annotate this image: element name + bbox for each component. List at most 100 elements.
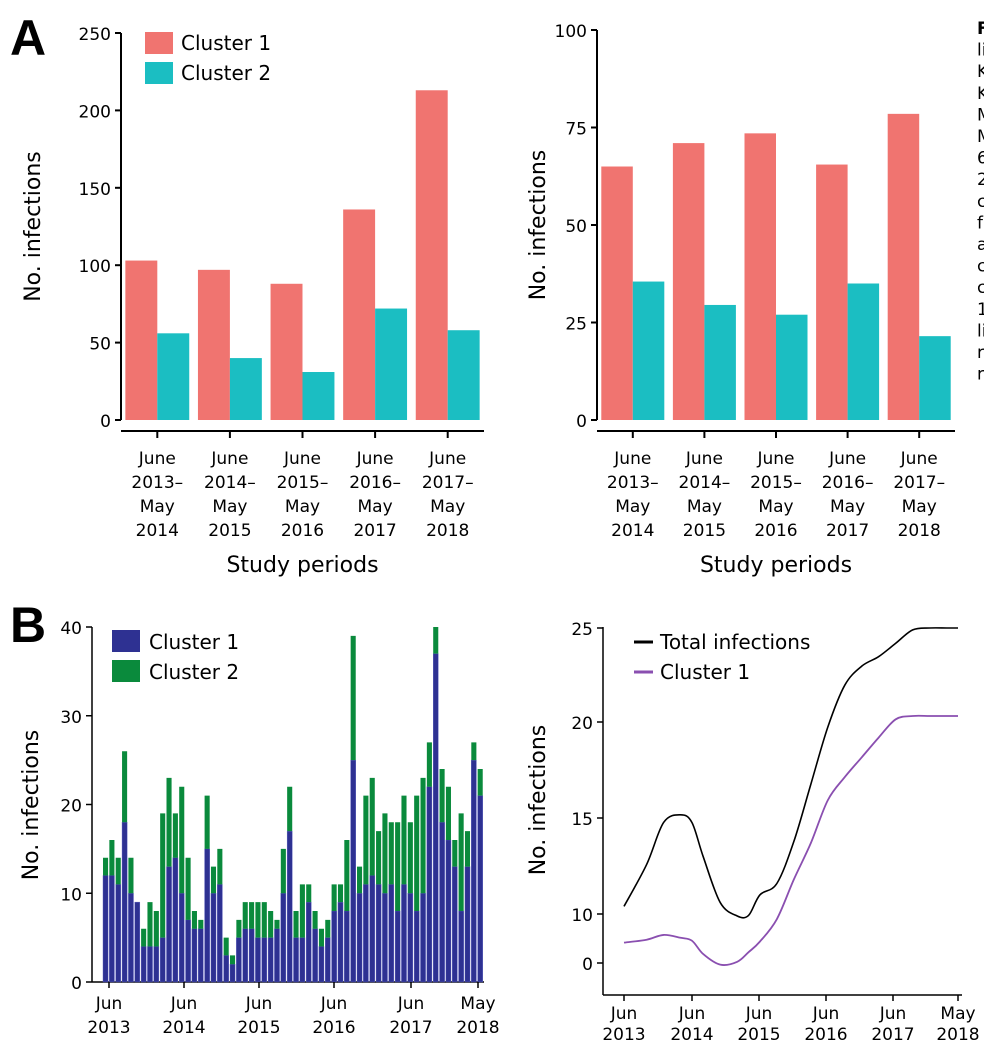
x-tick-label: May — [140, 497, 175, 517]
bar-cluster1 — [191, 928, 198, 983]
bar-cluster1 — [477, 795, 483, 983]
caption-text: F — [977, 19, 984, 39]
line-total-infections — [623, 627, 958, 919]
bar-cluster2 — [458, 813, 464, 911]
bar-cluster1 — [198, 928, 204, 983]
bar-cluster2 — [249, 902, 255, 929]
legend-label: Cluster 2 — [149, 660, 239, 684]
bar-cluster2 — [157, 333, 190, 420]
bar-cluster1 — [887, 113, 920, 420]
bar-cluster1 — [331, 910, 337, 983]
y-axis-title: No. infections — [526, 725, 551, 876]
caption-text: c — [977, 192, 984, 212]
bar-cluster1 — [394, 910, 401, 983]
bar-cluster1 — [601, 166, 633, 420]
caption-text: 6 — [977, 149, 984, 169]
x-tick-label: May — [358, 497, 393, 517]
x-tick-label: June — [356, 449, 394, 469]
caption-text: a — [977, 235, 984, 255]
y-axis-title: No. infections — [526, 150, 551, 301]
bar-cluster2 — [160, 813, 166, 938]
bar-cluster1 — [744, 133, 776, 420]
bar-cluster1 — [204, 848, 210, 983]
bar-cluster2 — [185, 857, 191, 920]
y-tick-label: 250 — [79, 25, 111, 45]
caption-text: K — [977, 62, 984, 82]
bar-cluster1 — [344, 910, 350, 983]
y-tick-label: 40 — [60, 619, 82, 639]
bar-cluster2 — [141, 928, 147, 947]
bar-cluster2 — [388, 822, 394, 885]
bar-cluster2 — [109, 840, 115, 876]
x-tick-label: 2016 — [312, 1018, 355, 1038]
bar-cluster1 — [223, 955, 229, 983]
y-tick-label: 25 — [565, 315, 587, 335]
y-tick-label: 0 — [71, 974, 82, 994]
y-tick-label: 0 — [576, 412, 587, 432]
bar-cluster2 — [242, 902, 248, 929]
bar-cluster1 — [382, 893, 388, 983]
bar-cluster2 — [204, 795, 210, 849]
bar-cluster2 — [847, 283, 880, 420]
bar-cluster2 — [704, 304, 736, 420]
x-tick-label: Jun — [170, 994, 198, 1014]
bar-cluster2 — [191, 911, 197, 929]
x-tick-label: 2014 — [611, 521, 654, 541]
bar-cluster2 — [312, 911, 318, 929]
bar-cluster2 — [325, 919, 331, 938]
x-tick-label: 2016– — [349, 473, 401, 493]
y-axis-title: No. infections — [21, 151, 46, 302]
x-tick-label: Jun — [95, 994, 123, 1014]
bar-cluster2 — [776, 314, 808, 420]
bar-cluster1 — [318, 946, 325, 983]
caption-text: 2 — [977, 170, 984, 190]
x-tick-label: 2017 — [389, 1018, 432, 1038]
x-tick-label: June — [210, 449, 248, 469]
bar-cluster1 — [420, 893, 426, 983]
bar-cluster2 — [376, 831, 382, 885]
bar-cluster2 — [217, 848, 223, 885]
bar-cluster2 — [122, 751, 128, 823]
bar-cluster2 — [471, 742, 477, 761]
bar-cluster1 — [445, 839, 452, 983]
caption-text: r — [977, 365, 984, 385]
bar-cluster1 — [159, 937, 166, 983]
y-tick-label: 0 — [582, 955, 593, 975]
bar-cluster1 — [312, 928, 318, 983]
bar-cluster1 — [178, 893, 185, 983]
x-tick-label: June — [828, 449, 866, 469]
bar-cluster1 — [261, 937, 268, 983]
bar-cluster1 — [102, 875, 109, 983]
bar-cluster1 — [452, 866, 458, 983]
x-tick-label: Jun — [812, 1004, 840, 1024]
bar-cluster2 — [433, 627, 439, 654]
line-cluster1 — [623, 714, 958, 966]
legend-swatch — [145, 62, 173, 84]
x-tick-label: 2018 — [936, 1025, 979, 1042]
bar-cluster2 — [331, 884, 337, 911]
bar-cluster2 — [318, 928, 324, 947]
x-tick-label: 2016 — [804, 1025, 847, 1042]
x-tick-label: 2017 — [871, 1025, 914, 1042]
bar-cluster2 — [919, 336, 951, 420]
bar-cluster2 — [350, 635, 356, 761]
bar-cluster1 — [134, 901, 141, 983]
bar-cluster2 — [172, 813, 178, 858]
bar-cluster2 — [236, 919, 242, 938]
x-tick-label: May — [285, 497, 320, 517]
bar-cluster1 — [363, 884, 369, 983]
x-tick-label: 2013– — [607, 473, 659, 493]
x-tick-label: May — [460, 994, 495, 1014]
bar-cluster1 — [816, 164, 848, 420]
x-tick-label: June — [900, 449, 938, 469]
bar-cluster2 — [382, 813, 388, 894]
bar-cluster1 — [229, 964, 236, 983]
bar-cluster2 — [369, 777, 375, 876]
bar-cluster1 — [185, 919, 191, 983]
bar-cluster1 — [280, 893, 287, 983]
x-tick-label: 2016 — [281, 521, 324, 541]
caption-text: 1 — [977, 300, 984, 320]
bar-cluster1 — [375, 884, 382, 983]
bar-cluster2 — [337, 884, 344, 903]
x-tick-label: June — [685, 449, 723, 469]
